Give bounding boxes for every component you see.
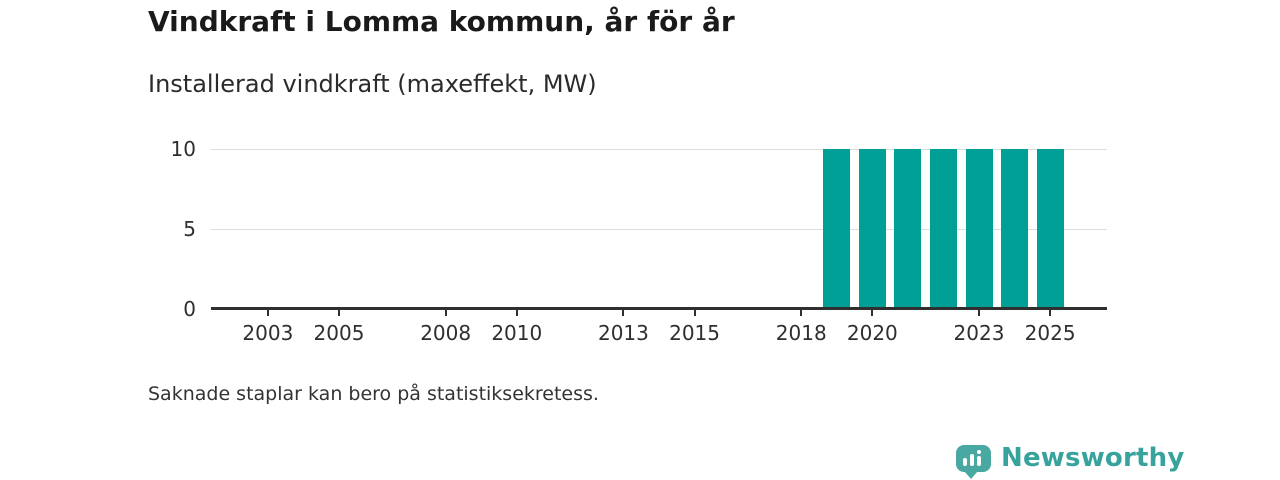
x-tick-label: 2008: [420, 321, 472, 345]
logo-bar-tall: [970, 453, 974, 466]
x-tick-2023: [978, 310, 980, 316]
newsworthy-logo: Newsworthy: [956, 443, 1185, 479]
x-tick-2010: [515, 310, 518, 316]
bar-2025: [1036, 149, 1064, 309]
logo-exclamation-dot: [977, 449, 981, 454]
bar-2021: [894, 149, 922, 309]
chart-title: Vindkraft i Lomma kommun, år för år: [148, 5, 735, 38]
footnote: Saknade staplar kan bero på statistiksek…: [148, 383, 599, 405]
speech-bubble-tail: [964, 470, 978, 479]
gridline-y-5: [211, 228, 1107, 230]
x-tick-label: 2020: [846, 321, 898, 345]
logo-bar-exclamation-stem: [977, 455, 981, 466]
bar-2023: [965, 149, 993, 309]
bar-chart-speech-bubble-icon: [956, 444, 991, 479]
x-tick-label: 2013: [597, 321, 649, 345]
x-tick-label: 2018: [775, 321, 827, 345]
gridline-y-10: [211, 148, 1107, 150]
x-tick-2025: [1049, 310, 1052, 316]
bar-2019: [823, 149, 851, 309]
x-tick-2008: [444, 310, 447, 316]
logo-bar-small: [963, 457, 967, 466]
x-tick-label: 2005: [313, 321, 365, 345]
bar-2022: [929, 149, 957, 309]
bar-2024: [1001, 149, 1029, 309]
y-tick-label: 0: [183, 297, 196, 321]
x-tick-label: 2015: [669, 321, 720, 345]
x-tick-2020: [871, 310, 874, 316]
x-tick-2013: [622, 310, 625, 316]
y-tick-label: 10: [170, 137, 196, 161]
x-tick-label: 2023: [953, 321, 1005, 345]
x-axis-line: [211, 307, 1107, 310]
chart-subtitle: Installerad vindkraft (maxeffekt, MW): [148, 70, 597, 98]
brand-name: Newsworthy: [1001, 443, 1185, 473]
x-tick-2015: [693, 310, 696, 316]
x-tick-label: 2025: [1024, 321, 1076, 345]
x-tick-label: 2010: [491, 321, 543, 345]
x-tick-label: 2003: [242, 321, 294, 345]
x-tick-2018: [800, 310, 803, 316]
y-tick-label: 5: [183, 217, 196, 241]
x-tick-2005: [338, 310, 340, 316]
x-tick-2003: [266, 310, 269, 316]
bar-2020: [858, 149, 886, 309]
